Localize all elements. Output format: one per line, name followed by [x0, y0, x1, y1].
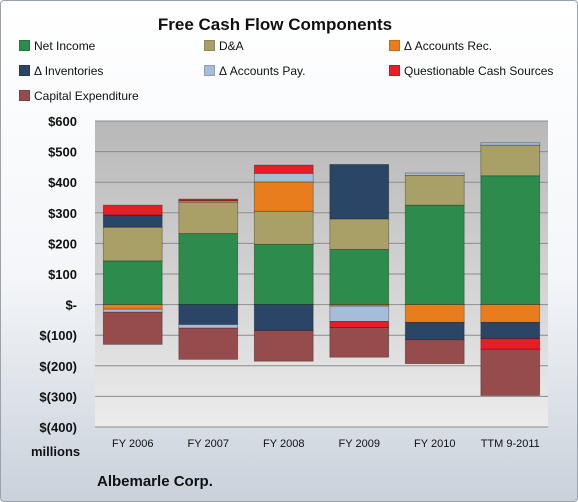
- bar-segment: [404, 204, 465, 305]
- bar-segment: [253, 172, 314, 183]
- legend-swatch: [19, 40, 30, 51]
- bar-segment: [178, 233, 239, 305]
- legend-swatch: [204, 65, 215, 76]
- x-tick-label: FY 2009: [339, 438, 380, 450]
- y-tick-label: $100: [48, 267, 77, 282]
- bar-segment: [404, 304, 465, 323]
- legend-swatch: [19, 65, 30, 76]
- bar-segment: [102, 304, 163, 310]
- bar-segment: [253, 210, 314, 245]
- bar-segment: [178, 324, 239, 329]
- legend-item: Δ Accounts Rec.: [389, 39, 492, 53]
- bar-segment: [253, 243, 314, 305]
- bar-segment: [178, 198, 239, 201]
- bar-segment: [178, 201, 239, 235]
- chart-title: Free Cash Flow Components: [157, 15, 393, 34]
- bar-segment: [253, 304, 314, 332]
- bar-segment: [329, 249, 390, 306]
- units-label: millions: [31, 444, 81, 459]
- bar-segment: [404, 321, 465, 341]
- bar-segment: [178, 304, 239, 325]
- legend-item: Questionable Cash Sources: [389, 64, 553, 78]
- legend-label: Δ Inventories: [34, 64, 104, 78]
- x-tick-label: FY 2007: [188, 438, 229, 450]
- y-tick-label: $(200): [39, 359, 77, 374]
- bar-segment: [253, 164, 314, 174]
- legend-label: Δ Accounts Rec.: [404, 39, 493, 53]
- bar-segment: [102, 204, 163, 216]
- legend-swatch: [19, 90, 30, 101]
- bar-segment: [329, 321, 390, 328]
- y-tick-label: $(300): [39, 389, 77, 404]
- bar-segment: [404, 172, 465, 176]
- legend-swatch: [204, 40, 215, 51]
- bar-segment: [480, 142, 541, 146]
- legend-item: Net Income: [19, 39, 95, 53]
- bar-segment: [102, 308, 163, 313]
- legend-swatch: [389, 65, 400, 76]
- x-tick-label: FY 2006: [112, 438, 153, 450]
- y-tick-label: $200: [48, 236, 77, 251]
- bar-segment: [404, 175, 465, 206]
- bar-segment: [480, 338, 541, 350]
- y-tick-label: $500: [48, 145, 77, 160]
- legend-label: Questionable Cash Sources: [404, 64, 554, 78]
- company-name: Albemarle Corp.: [97, 473, 213, 490]
- y-tick-label: $300: [48, 206, 77, 221]
- bar-segment: [480, 175, 541, 306]
- y-tick-label: $600: [48, 114, 77, 129]
- bar-segment: [102, 311, 163, 345]
- x-tick-label: FY 2010: [414, 438, 455, 450]
- bar-segment: [480, 304, 541, 323]
- bar-segment: [102, 214, 163, 228]
- legend-swatch: [389, 40, 400, 51]
- legend-item: Capital Expenditure: [19, 89, 139, 103]
- legend-label: D&A: [219, 39, 244, 53]
- legend-item: D&A: [204, 39, 244, 53]
- bar-segment: [329, 164, 390, 220]
- y-tick-label: $(400): [39, 420, 77, 435]
- bar-segment: [480, 348, 541, 396]
- bar-segment: [178, 327, 239, 360]
- x-tick-label: TTM 9-2011: [481, 438, 540, 450]
- y-tick-label: $(100): [39, 328, 77, 343]
- legend-label: Capital Expenditure: [34, 89, 139, 103]
- legend-label: Net Income: [34, 39, 96, 53]
- x-tick-label: FY 2008: [263, 438, 304, 450]
- bar-segment: [253, 181, 314, 212]
- bar-segment: [480, 144, 541, 177]
- bar-segment: [329, 305, 390, 322]
- bar-segment: [404, 339, 465, 365]
- bar-segment: [253, 330, 314, 362]
- bar-segment: [329, 218, 390, 250]
- legend-item: Δ Accounts Pay.: [204, 64, 306, 78]
- bar-segment: [102, 260, 163, 306]
- bar-segment: [329, 327, 390, 358]
- bar-segment: [480, 321, 541, 339]
- y-tick-label: $400: [48, 175, 77, 190]
- legend-item: Δ Inventories: [19, 64, 103, 78]
- bar-segment: [102, 226, 163, 262]
- y-tick-label: $-: [65, 298, 77, 313]
- legend-label: Δ Accounts Pay.: [219, 64, 306, 78]
